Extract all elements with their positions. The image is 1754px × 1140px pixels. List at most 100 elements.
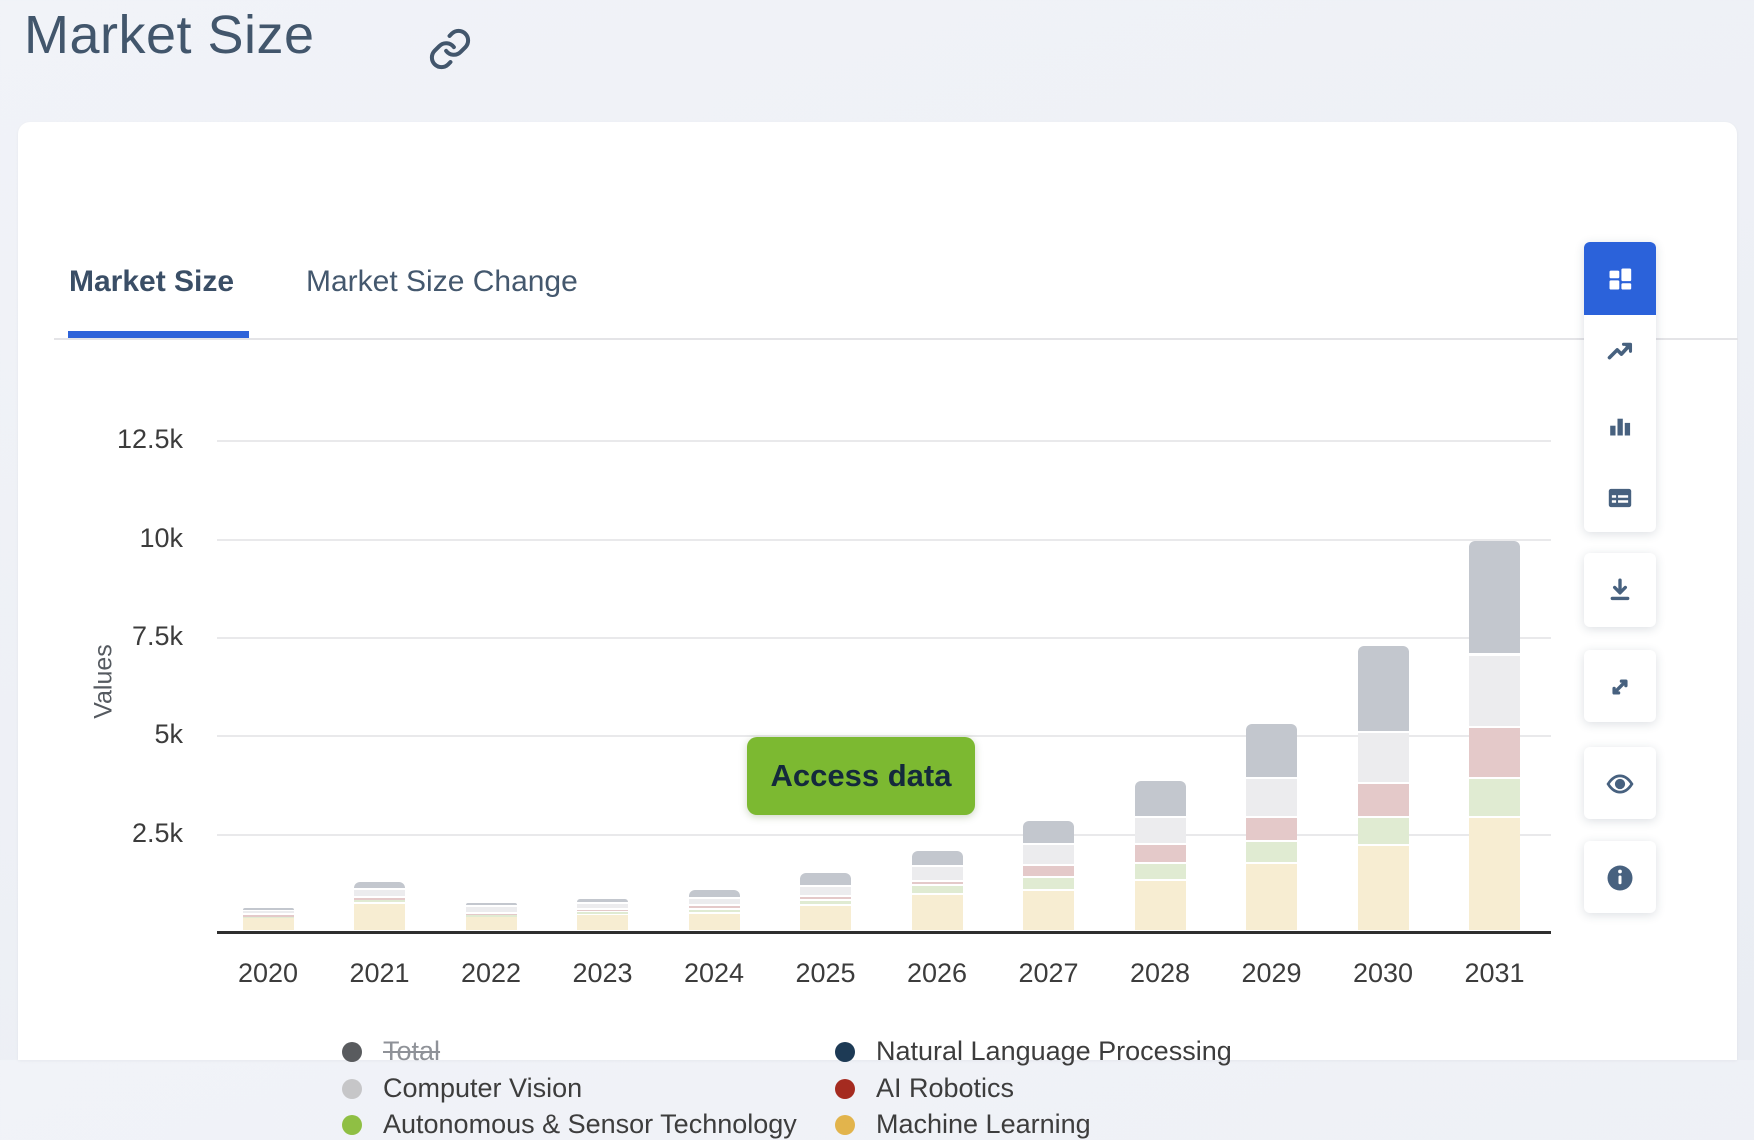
x-tick-label: 2028	[1129, 958, 1191, 988]
bar-segment[interactable]	[1469, 817, 1520, 930]
bar-segment[interactable]	[688, 913, 740, 930]
bar-segment[interactable]	[911, 885, 963, 894]
legend-color-dot	[342, 1041, 362, 1062]
bar-segment[interactable]	[911, 882, 963, 884]
legend-label: Computer Vision	[383, 1073, 583, 1103]
bar-segment[interactable]	[1469, 540, 1520, 654]
link-icon[interactable]	[427, 26, 473, 72]
bar-segment[interactable]	[800, 900, 851, 905]
bar-segment[interactable]	[465, 915, 517, 917]
legend-item-autonomous-sensor-technology[interactable]: Autonomous & Sensor Technology	[342, 1109, 797, 1140]
eye-button[interactable]	[1584, 747, 1656, 820]
bar-segment[interactable]	[1023, 878, 1074, 890]
bar-segment[interactable]	[1357, 783, 1409, 816]
bar-segment[interactable]	[577, 898, 628, 903]
bar-segment[interactable]	[577, 912, 628, 914]
table-icon	[1606, 484, 1634, 512]
y-tick-label: 2.5k	[131, 817, 183, 848]
legend-item-ai-robotics[interactable]: AI Robotics	[835, 1073, 1014, 1104]
y-tick-label: 7.5k	[131, 621, 183, 651]
bar-segment[interactable]	[1357, 817, 1409, 845]
legend-label: Autonomous & Sensor Technology	[383, 1109, 797, 1139]
bar-segment[interactable]	[1246, 841, 1297, 862]
bar-segment[interactable]	[242, 908, 294, 910]
bar-segment[interactable]	[800, 896, 851, 899]
bar-segment[interactable]	[1357, 646, 1409, 731]
bar-segment[interactable]	[1134, 880, 1186, 930]
bar-segment[interactable]	[577, 909, 628, 912]
bar-segment[interactable]	[1469, 655, 1520, 727]
legend-label: Machine Learning	[876, 1109, 1091, 1139]
legend-item-total[interactable]: Total	[342, 1036, 440, 1067]
gridline	[217, 440, 1551, 443]
bar-segment[interactable]	[465, 902, 517, 906]
x-tick-label: 2022	[460, 958, 522, 988]
bar-segment[interactable]	[354, 904, 405, 930]
x-tick-label: 2030	[1352, 958, 1414, 988]
bar-segment[interactable]	[911, 895, 963, 930]
info-button[interactable]	[1584, 841, 1656, 914]
bar-segment[interactable]	[1023, 821, 1074, 844]
bar-segment[interactable]	[1469, 778, 1520, 816]
bar-segment[interactable]	[242, 915, 294, 917]
bar-segment[interactable]	[800, 873, 851, 885]
bar-segment[interactable]	[354, 898, 405, 900]
bar-segment[interactable]	[1246, 779, 1297, 816]
download-button[interactable]	[1584, 553, 1656, 626]
bar-segment[interactable]	[1246, 863, 1297, 930]
eye-icon	[1605, 769, 1635, 799]
legend-label: Natural Language Processing	[876, 1036, 1232, 1066]
bar-segment[interactable]	[1246, 817, 1297, 840]
fullscreen-button[interactable]	[1584, 650, 1656, 723]
gridline	[217, 538, 1551, 541]
bar-segment[interactable]	[1469, 728, 1520, 777]
bar-segment[interactable]	[911, 867, 963, 881]
bar-segment[interactable]	[688, 909, 740, 912]
y-tick-label: 5k	[154, 719, 183, 750]
bar-segment[interactable]	[354, 881, 405, 888]
bar-segment[interactable]	[1023, 845, 1074, 865]
bar-segment[interactable]	[800, 906, 851, 930]
bar-segment[interactable]	[1357, 846, 1409, 930]
bar-segment[interactable]	[1134, 863, 1186, 879]
bar-segment[interactable]	[1023, 866, 1074, 877]
legend-item-computer-vision[interactable]: Computer Vision	[342, 1073, 582, 1104]
bar-segment[interactable]	[688, 906, 740, 908]
bar-segment[interactable]	[688, 898, 740, 905]
info-icon	[1605, 863, 1635, 893]
bar-segment[interactable]	[354, 899, 405, 903]
tabs-divider	[54, 338, 1738, 340]
bar-segment[interactable]	[1023, 891, 1074, 930]
tab-market-size[interactable]: Market Size	[69, 265, 235, 298]
tab-market-size-change[interactable]: Market Size Change	[306, 265, 578, 298]
access-data-button[interactable]: Access data	[747, 737, 975, 815]
bar-segment[interactable]	[1246, 723, 1297, 777]
legend-color-dot	[835, 1041, 855, 1062]
bar-segment[interactable]	[242, 911, 294, 914]
bar-segment[interactable]	[577, 904, 628, 908]
bar-segment[interactable]	[354, 889, 405, 897]
bar-segment[interactable]	[800, 886, 851, 895]
bar-segment[interactable]	[577, 915, 628, 930]
column-chart-button[interactable]	[1584, 388, 1656, 461]
bar-segment[interactable]	[1134, 817, 1186, 844]
table-button[interactable]	[1584, 461, 1656, 534]
bar-segment[interactable]	[242, 917, 294, 930]
x-tick-label: 2026	[906, 958, 968, 988]
legend-item-machine-learning[interactable]: Machine Learning	[835, 1109, 1091, 1140]
bar-segment[interactable]	[1134, 845, 1186, 862]
bar-segment[interactable]	[911, 850, 963, 866]
stacked-column-chart-button[interactable]	[1584, 242, 1656, 315]
bar-segment[interactable]	[465, 913, 517, 915]
legend-item-natural-language-processing[interactable]: Natural Language Processing	[835, 1036, 1232, 1067]
download-card	[1584, 553, 1656, 627]
bar-segment[interactable]	[1134, 780, 1186, 816]
bar-segment[interactable]	[465, 907, 517, 912]
bar-segment[interactable]	[465, 917, 517, 930]
x-tick-label: 2027	[1018, 958, 1079, 988]
bar-segment[interactable]	[1357, 732, 1409, 782]
line-chart-button[interactable]	[1584, 315, 1656, 388]
bar-segment[interactable]	[688, 889, 740, 897]
bar-segment[interactable]	[242, 916, 294, 918]
x-tick-label: 2023	[572, 958, 633, 988]
